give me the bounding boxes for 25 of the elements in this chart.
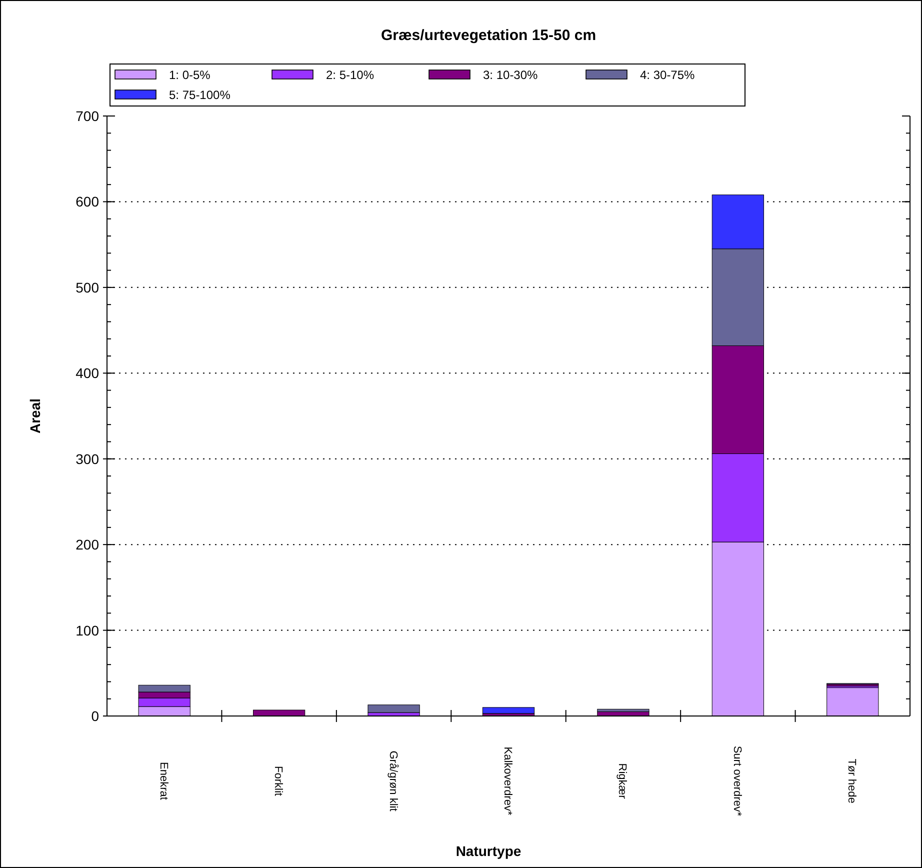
chart-title: Græs/urtevegetation 15-50 cm — [380, 27, 596, 44]
legend-label: 3: 10-30% — [483, 68, 538, 82]
x-tick-label: Grå/grøn klit — [386, 750, 399, 812]
y-tick-label: 100 — [76, 622, 100, 638]
x-tick-label: Kalkoverdrev* — [502, 746, 514, 816]
y-tick-label: 500 — [76, 279, 100, 296]
legend-label: 4: 30-75% — [640, 68, 696, 82]
y-tick-label: 600 — [76, 194, 100, 210]
y-tick-label: 200 — [76, 536, 100, 553]
bar — [597, 708, 650, 712]
y-tick-label: 300 — [76, 450, 100, 467]
y-tick-label: 400 — [76, 365, 100, 382]
x-tick-label: Enekrat — [157, 762, 170, 800]
x-tick-label: Surt overdrev* — [730, 746, 743, 817]
y-tick-label: 700 — [76, 108, 100, 124]
x-tick-label: Forklit — [272, 766, 284, 796]
legend-label: 5: 75-100% — [169, 88, 231, 102]
bar — [368, 704, 420, 713]
y-axis-title: Areal — [27, 398, 43, 434]
legend-label: 1: 0-5% — [169, 68, 211, 82]
x-tick-label: Rigkær — [616, 763, 628, 800]
x-axis-title: Naturtype — [456, 843, 522, 859]
x-tick-label: Tør hede — [846, 758, 858, 804]
y-tick-label: 0 — [91, 708, 100, 724]
legend-label: 2: 5-10% — [326, 68, 374, 82]
